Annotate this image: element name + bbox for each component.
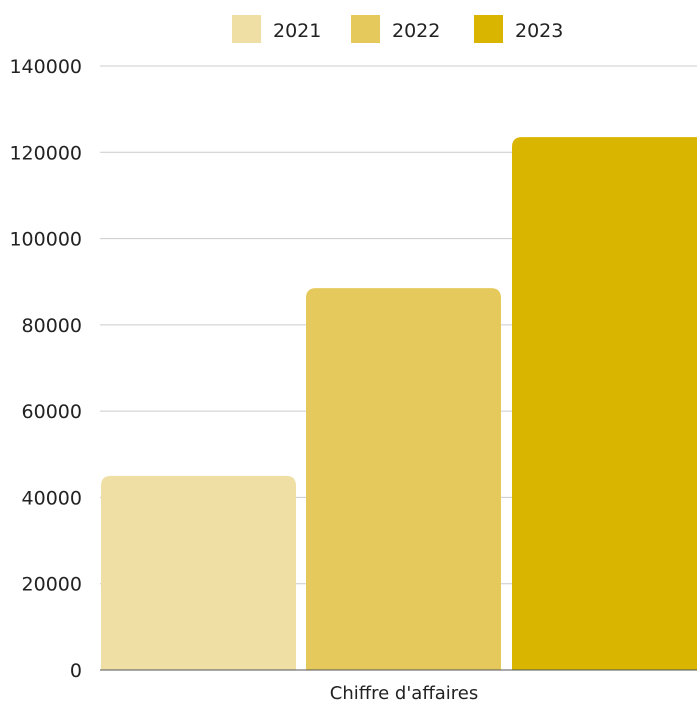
- y-tick-label: 40000: [22, 487, 82, 509]
- y-tick-label: 120000: [9, 142, 82, 164]
- y-tick-label: 60000: [22, 401, 82, 423]
- y-tick-label: 80000: [22, 315, 82, 337]
- bar-2021: [101, 475, 296, 670]
- bars: [101, 137, 697, 670]
- legend-swatch: [351, 15, 380, 43]
- legend-item-2021: 2021: [232, 15, 321, 43]
- y-tick-label: 140000: [9, 56, 82, 78]
- bar-2022: [306, 288, 501, 670]
- y-axis: 0 20000 40000 60000 80000 100000 120000 140000: [9, 56, 82, 682]
- legend-swatch: [474, 15, 503, 43]
- legend-label: 2021: [273, 20, 321, 42]
- legend-label: 2022: [392, 20, 440, 42]
- y-tick-label: 0: [70, 660, 82, 682]
- legend-swatch: [232, 15, 261, 43]
- legend: 2021 2022 2023: [232, 15, 563, 43]
- y-tick-label: 20000: [22, 574, 82, 596]
- legend-item-2023: 2023: [474, 15, 563, 43]
- y-tick-label: 100000: [9, 229, 82, 251]
- bar-2023: [512, 137, 697, 670]
- legend-label: 2023: [515, 20, 563, 42]
- x-axis: Chiffre d'affaires: [100, 669, 697, 702]
- legend-item-2022: 2022: [351, 15, 440, 43]
- category-label: Chiffre d'affaires: [330, 683, 478, 702]
